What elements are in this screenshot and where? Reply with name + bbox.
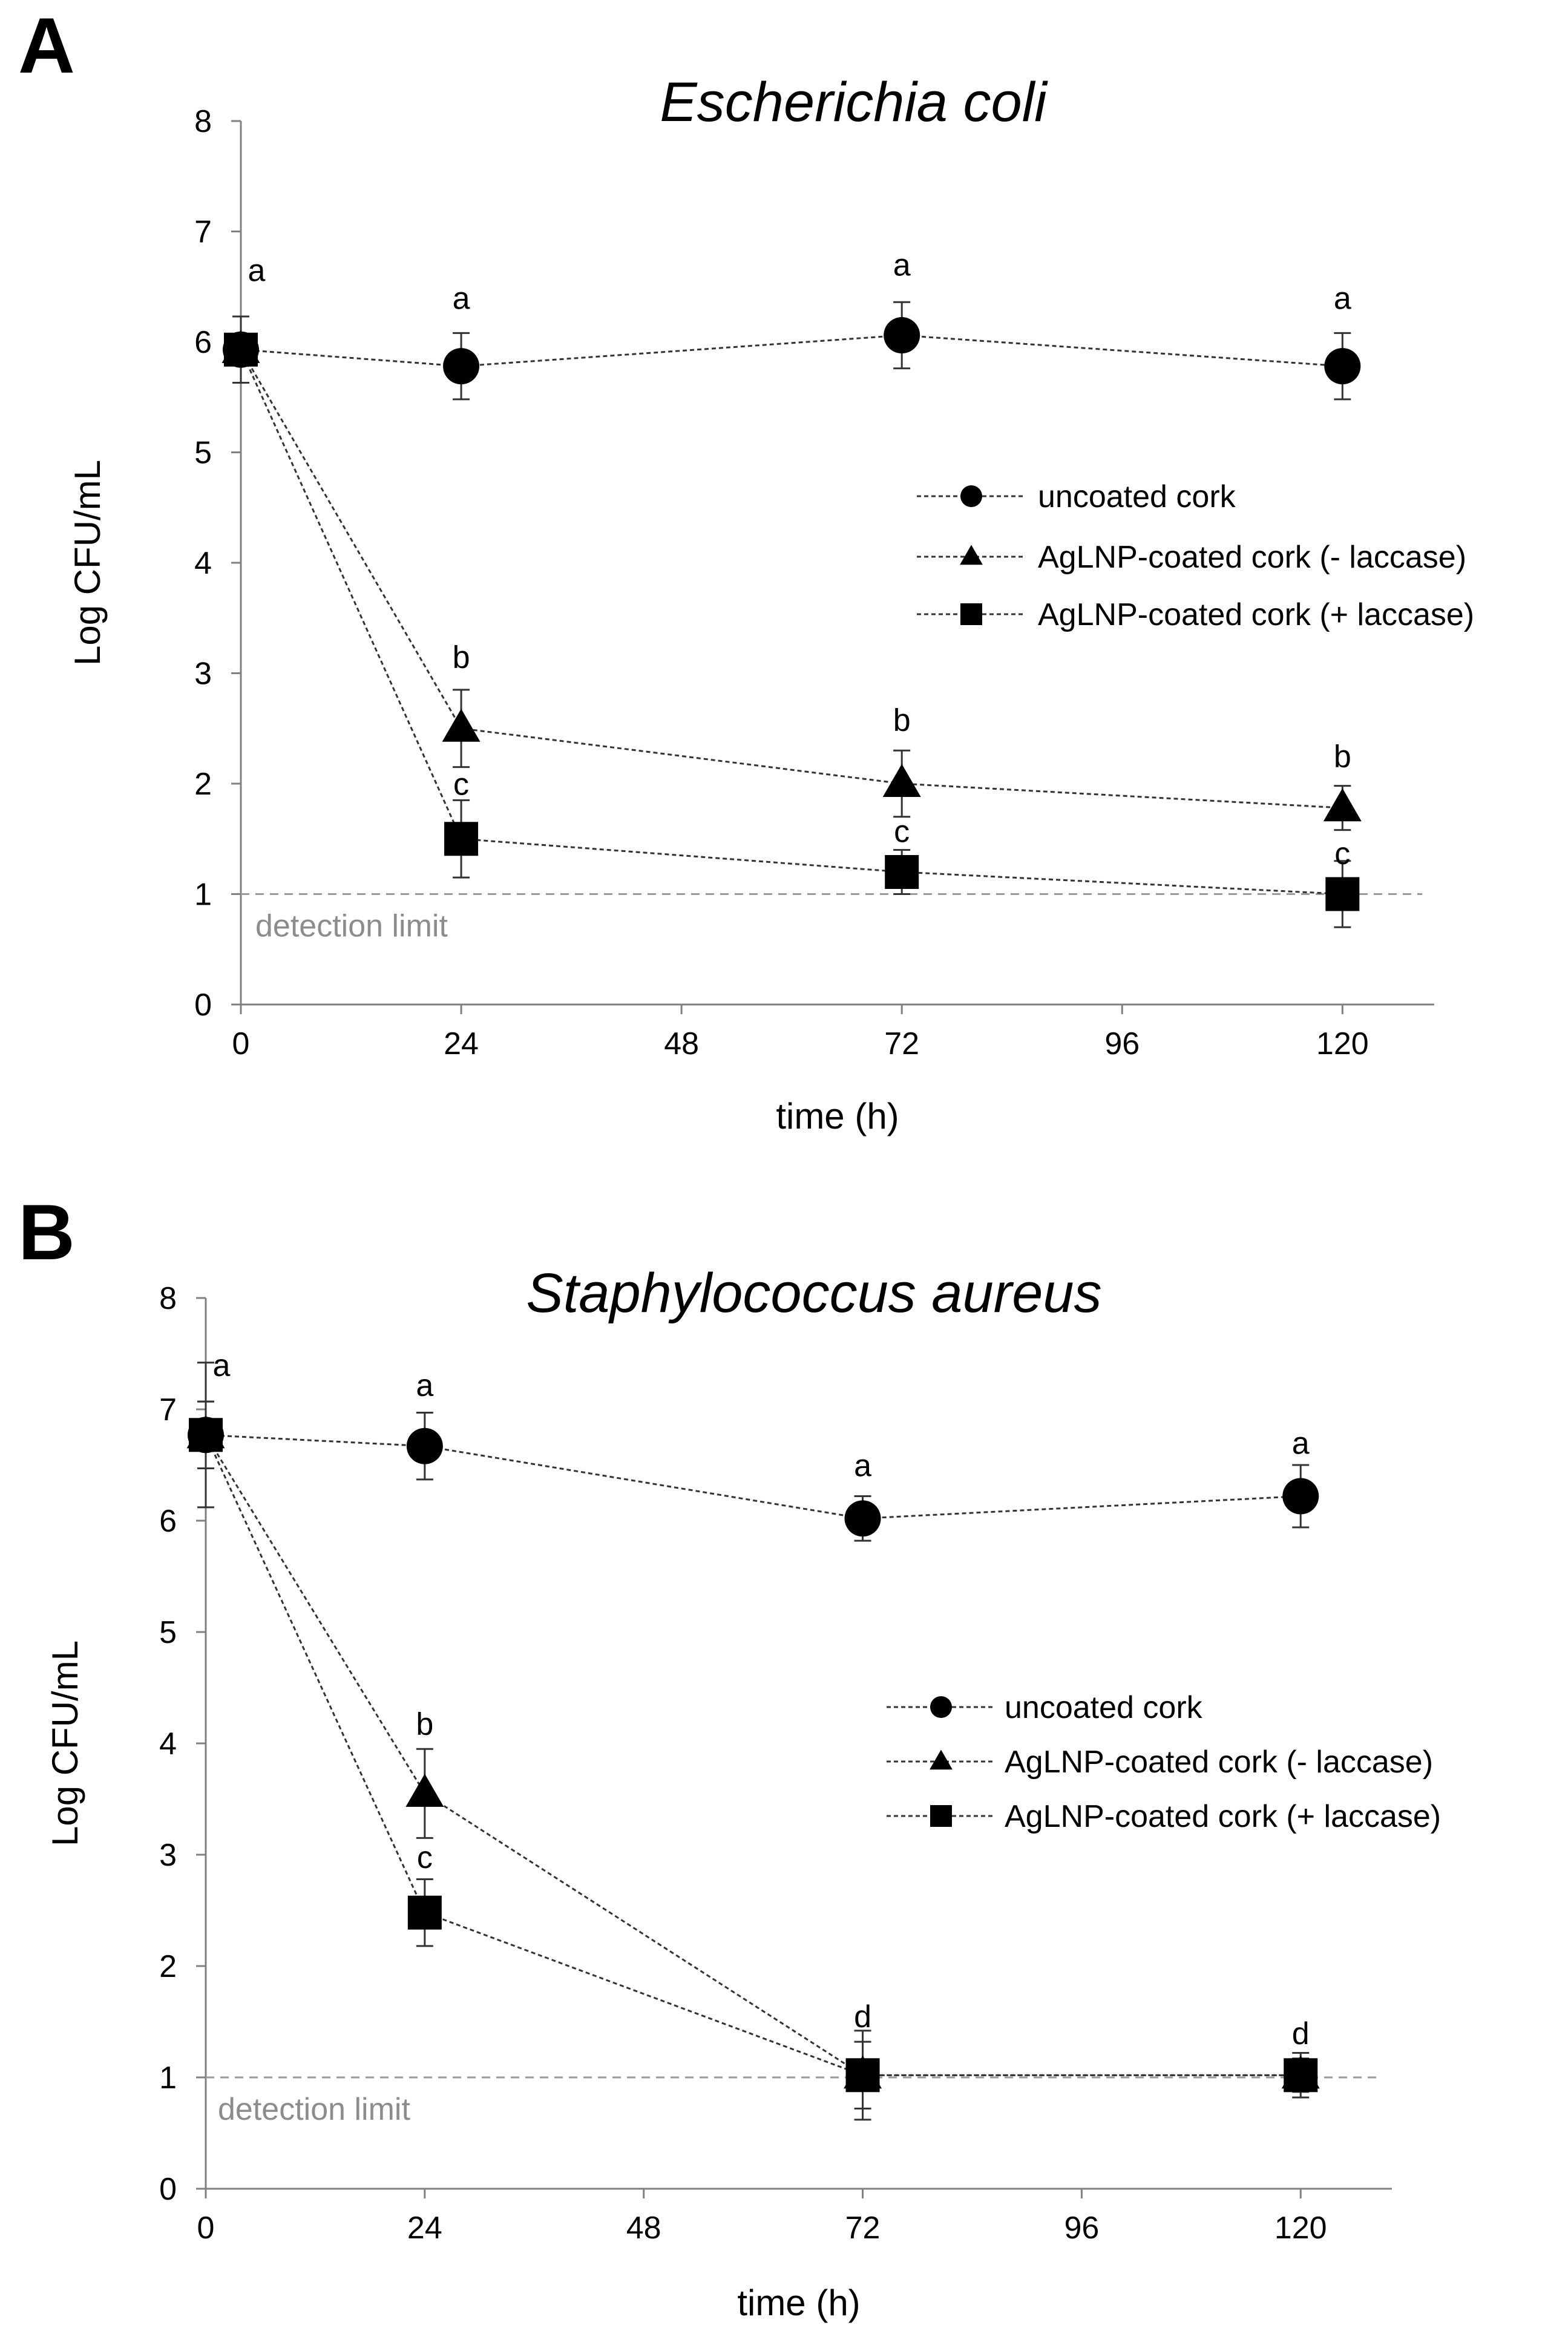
y-tick-label: 0 [159, 2172, 177, 2207]
data-point-square [189, 1418, 223, 1452]
significance-label: b [453, 640, 470, 675]
x-tick-label: 48 [664, 1026, 699, 1061]
detection-limit-label: detection limit [255, 909, 448, 944]
data-point-circle [1324, 348, 1361, 385]
y-tick-label: 5 [159, 1615, 177, 1650]
series-line-triangle [240, 349, 1343, 809]
legend-label: uncoated cork [1038, 479, 1236, 514]
significance-label: c [453, 767, 469, 802]
y-tick-label: 7 [194, 215, 212, 250]
x-tick-label: 0 [197, 2211, 215, 2246]
y-tick-label: 3 [159, 1838, 177, 1873]
data-point-square [224, 332, 258, 367]
legend-marker-square [960, 603, 982, 625]
data-point-square [407, 1895, 442, 1930]
significance-label: c [894, 815, 910, 850]
y-tick-label: 1 [159, 2060, 177, 2096]
y-tick-label: 8 [159, 1281, 177, 1316]
y-tick-label: 3 [194, 657, 212, 692]
significance-label: a [893, 248, 911, 283]
significance-label: a [453, 281, 470, 316]
y-tick-label: 1 [194, 877, 212, 913]
significance-label: d [854, 1999, 871, 2034]
chart-title: Escherichia coli [660, 71, 1048, 133]
x-tick-label: 96 [1064, 2211, 1099, 2246]
y-axis-label: Log CFU/mL [45, 1640, 85, 1846]
y-tick-label: 2 [194, 767, 212, 802]
significance-label: b [1334, 739, 1351, 775]
data-point-triangle [405, 1774, 444, 1807]
panel-a: A Escherichia coli 0 1 2 3 4 5 6 7 8 0 24 48 72 96 120 Lo… [0, 0, 1568, 1168]
significance-label: a [213, 1348, 231, 1383]
y-tick-label: 0 [194, 988, 212, 1023]
significance-label: c [1334, 836, 1350, 871]
x-tick-label: 48 [626, 2211, 661, 2246]
x-axis-label: time (h) [776, 1096, 899, 1136]
data-point-triangle [1323, 788, 1362, 822]
series-line-square [240, 349, 1343, 895]
x-axis-label: time (h) [737, 2283, 860, 2323]
x-tick-label: 120 [1316, 1026, 1369, 1061]
data-point-circle [884, 317, 920, 354]
significance-label: a [416, 1368, 433, 1403]
data-point-circle [1282, 1478, 1319, 1515]
legend-label: AgLNP-coated cork (+ laccase) [1038, 597, 1474, 632]
x-tick-label: 24 [407, 2211, 442, 2246]
series-line-square [205, 1434, 1301, 2076]
panel-letter: A [18, 1, 75, 90]
panel-b: B Staphylococcus aureus 0 1 2 3 4 5 6 7 8 0 24 48 72 96… [0, 1168, 1568, 2337]
legend-label: uncoated cork [1005, 1690, 1203, 1725]
data-point-square [444, 822, 479, 856]
significance-label: a [248, 254, 266, 289]
chart-title: Staphylococcus aureus [526, 1262, 1101, 1324]
y-tick-label: 4 [159, 1726, 177, 1762]
series-line-circle [240, 334, 1343, 367]
legend-marker-circle [930, 1696, 952, 1718]
y-axis-label: Log CFU/mL [67, 460, 108, 666]
data-point-square [1284, 2058, 1318, 2093]
legend-marker-triangle [930, 1749, 953, 1770]
data-point-circle [406, 1427, 443, 1464]
x-tick-label: 24 [444, 1026, 479, 1061]
significance-label: a [1292, 1426, 1310, 1461]
chart-b-svg: B Staphylococcus aureus 0 1 2 3 4 5 6 7 8 0 24 48 72 96… [18, 1188, 1441, 2323]
significance-label: d [1292, 2016, 1310, 2051]
detection-limit-label: detection limit [218, 2092, 410, 2127]
legend-label: AgLNP-coated cork (+ laccase) [1005, 1799, 1441, 1834]
y-tick-label: 6 [194, 325, 212, 360]
data-point-square [845, 2058, 880, 2093]
x-tick-label: 96 [1104, 1026, 1140, 1061]
legend-label: AgLNP-coated cork (- laccase) [1005, 1745, 1433, 1780]
legend-label: AgLNP-coated cork (- laccase) [1038, 540, 1466, 575]
data-point-circle [443, 348, 480, 385]
significance-label: b [416, 1706, 433, 1742]
y-tick-label: 6 [159, 1504, 177, 1539]
y-tick-label: 5 [194, 436, 212, 471]
data-point-square [1325, 877, 1360, 911]
data-point-square [885, 855, 919, 889]
data-point-circle [844, 1500, 881, 1537]
y-tick-label: 7 [159, 1392, 177, 1427]
y-tick-label: 8 [194, 104, 212, 139]
significance-label: a [854, 1448, 871, 1483]
x-tick-label: 72 [845, 2211, 881, 2246]
x-tick-label: 0 [232, 1026, 250, 1061]
chart-a-svg: A Escherichia coli 0 1 2 3 4 5 6 7 8 0 24 48 72 96 120 Lo… [18, 1, 1474, 1136]
x-tick-label: 120 [1274, 2211, 1327, 2246]
significance-label: c [417, 1840, 433, 1875]
x-tick-label: 72 [884, 1026, 919, 1061]
legend-marker-circle [960, 485, 982, 507]
legend-marker-square [930, 1805, 952, 1827]
legend-marker-triangle [960, 545, 983, 565]
y-tick-label: 2 [159, 1949, 177, 1984]
significance-label: a [1334, 281, 1351, 316]
series-line-circle [205, 1434, 1301, 1519]
panel-letter: B [18, 1188, 75, 1276]
data-point-triangle [442, 709, 481, 742]
significance-label: b [893, 703, 911, 738]
y-tick-label: 4 [194, 546, 212, 581]
data-point-triangle [882, 764, 921, 798]
